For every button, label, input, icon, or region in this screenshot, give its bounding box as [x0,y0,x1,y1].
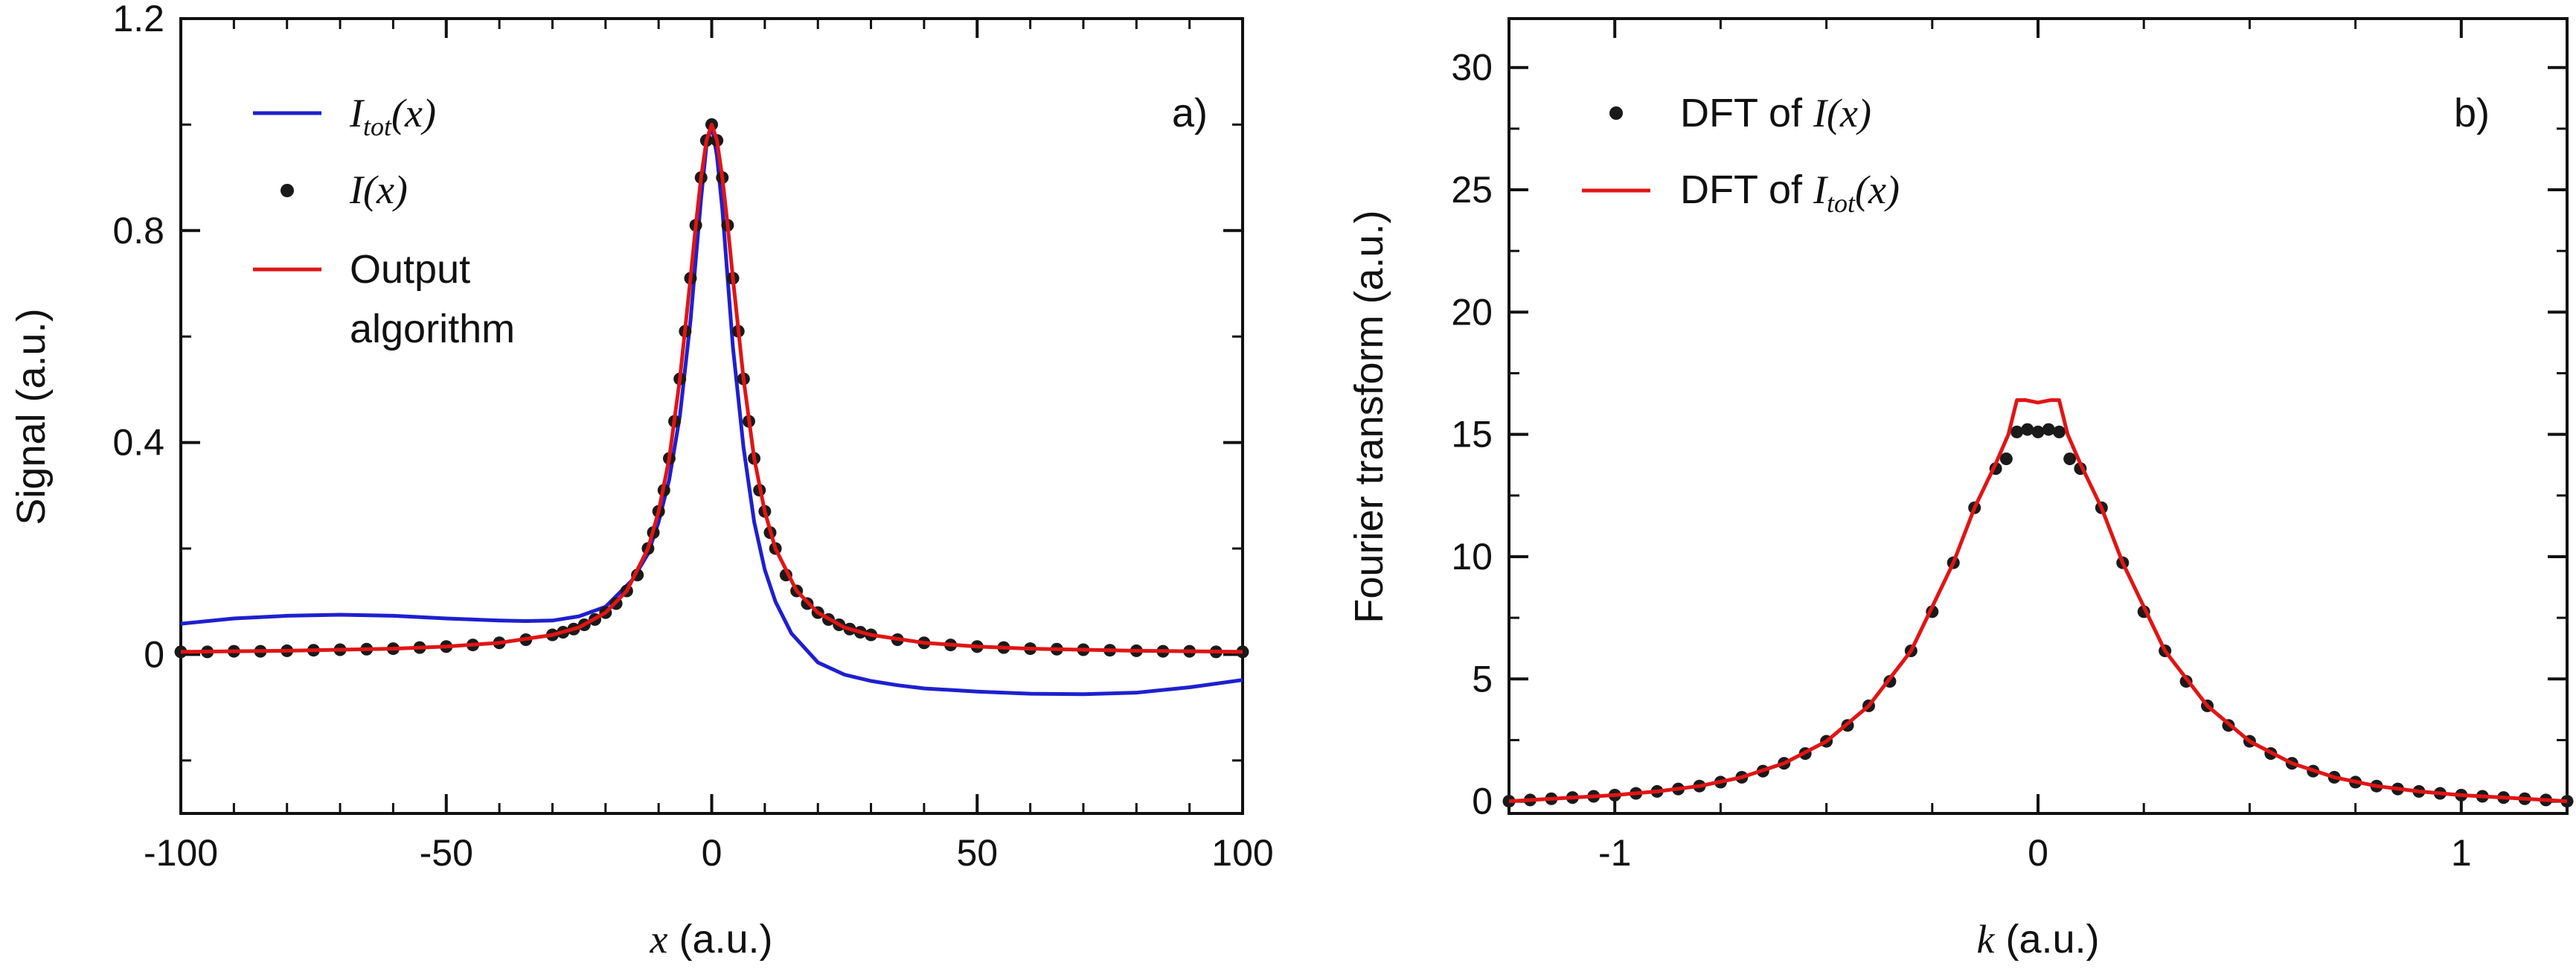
y-tick-label: 10 [1451,536,1493,578]
x-tick-label: -50 [420,832,473,874]
legend-dft-i-label: DFT of I(x) [1680,91,1871,135]
y-tick-label: 0 [144,633,164,675]
panel-a-label: a) [1172,91,1208,135]
panel-a-signal-plot: -100 -50 0 50 100 0 0.4 0.8 1.2 a) Signal (a.u.)… [9,0,1274,962]
series-dft_i-point [2052,425,2066,438]
panel-a-xlabel-var: x [649,917,667,962]
series-dft_i-point [2042,423,2055,436]
legend-dft-itot-rest: (x) [1855,167,1900,212]
panel-a-xlabel-unit: (a.u.) [667,917,772,962]
y-tick-label: 0.4 [112,422,164,464]
legend-itot-label: Itot(x) [349,91,436,141]
legend-itot-var: I [349,91,365,135]
series-dft_itot-line [1508,398,2568,804]
legend-ix-rest: (x) [363,167,408,212]
series-ix-point [1236,645,1249,659]
panel-b-xlabel: k (a.u.) [1976,917,2099,962]
y-tick-label: 0 [1472,781,1493,822]
legend-out-label-1: Output [350,247,470,292]
panel-b-data [1502,398,2574,808]
series-ix-point [174,645,188,659]
legend-dft-itot-pre: DFT of [1680,167,1813,212]
x-tick-label: -1 [1598,832,1631,874]
x-tick-label: 0 [702,832,723,874]
y-tick-label: 15 [1451,414,1493,455]
series-itot-line [180,122,1243,697]
x-tick-label: 50 [956,832,998,874]
x-tick-label: -100 [144,832,218,874]
panel-b-label: b) [2454,91,2490,135]
series-dft_i-point [2063,452,2077,466]
legend-dft-i-dot [1609,106,1623,120]
legend-itot-sub: tot [363,112,392,141]
panel-a-data [174,118,1249,697]
panel-a-ticks [179,17,1244,813]
x-tick-label: 100 [1211,832,1273,874]
panel-b-ticks [1508,19,2569,813]
panel-b-frame [1508,17,2569,815]
panel-b-ylabel: Fourier transform (a.u.) [1347,210,1391,623]
panel-b-legend: DFT of I(x) DFT of Itot(x) [1582,91,1900,218]
panel-a-legend: Itot(x) I(x) Output algorithm [253,91,515,351]
y-tick-label: 25 [1451,169,1493,211]
legend-out-label-2: algorithm [350,307,515,351]
legend-ix-label: I(x) [349,167,408,212]
y-tick-label: 1.2 [112,0,164,39]
y-tick-label: 0.8 [112,210,164,252]
legend-dft-itot-var: I [1813,167,1829,212]
y-tick-label: 30 [1451,47,1493,89]
series-dft_i-point [2031,425,2045,438]
legend-ix-var: I [349,167,365,212]
series-out-line [180,122,1243,654]
legend-ix-dot [281,184,294,197]
y-tick-label: 20 [1451,291,1493,333]
series-dft_i-point [2011,425,2024,438]
legend-dft-itot-sub: tot [1827,188,1856,218]
panel-a-tick-labels: -100 -50 0 50 100 0 0.4 0.8 1.2 [112,0,1273,874]
y-tick-label: 5 [1472,658,1493,700]
panel-a-ylabel: Signal (a.u.) [9,308,54,525]
panel-b-xlabel-unit: (a.u.) [1994,917,2099,962]
series-dft_i-point [2021,423,2034,436]
x-tick-label: 1 [2451,832,2472,874]
legend-dft-itot-label: DFT of Itot(x) [1680,167,1900,218]
legend-dft-i-pre: DFT of [1680,91,1813,135]
series-dft_i-point [1999,452,2013,466]
legend-dft-i-rest: (x) [1827,91,1871,135]
panel-b-xlabel-var: k [1976,917,1995,962]
legend-dft-i-var: I [1813,91,1829,135]
panel-a-xlabel: x (a.u.) [649,917,772,962]
x-tick-label: 0 [2028,832,2048,874]
legend-itot-rest: (x) [391,91,436,135]
